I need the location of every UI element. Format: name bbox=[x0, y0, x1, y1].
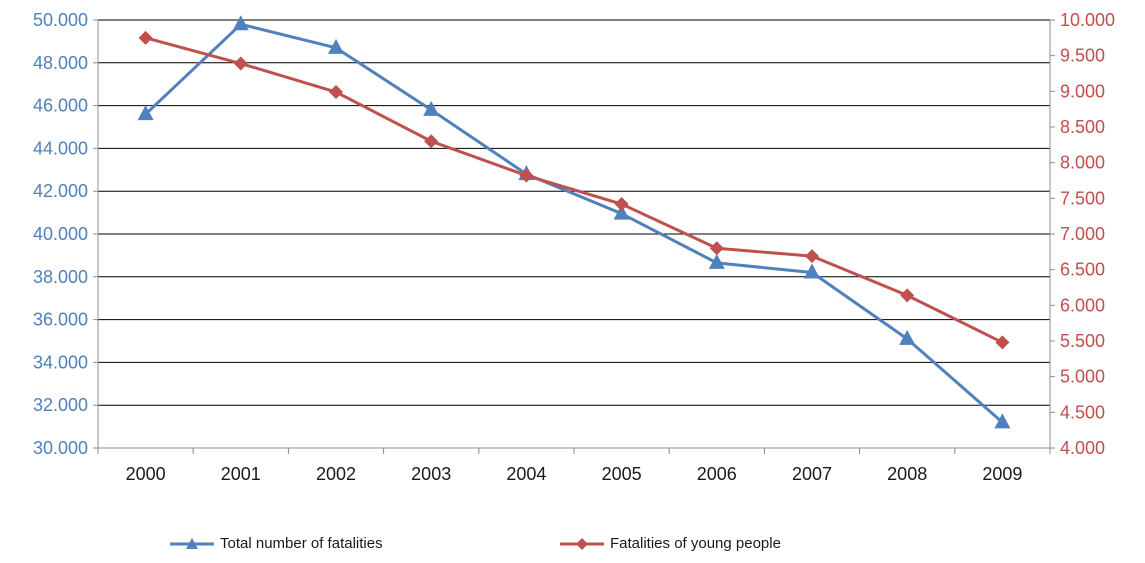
y-right-tick-label: 5.500 bbox=[1060, 331, 1105, 351]
data-point-triangle bbox=[804, 263, 820, 279]
y-right-tick-label: 5.000 bbox=[1060, 367, 1105, 387]
y-left-tick-label: 40.000 bbox=[33, 224, 88, 244]
y-right-tick-label: 6.500 bbox=[1060, 260, 1105, 280]
data-point-diamond bbox=[329, 85, 343, 100]
data-point-diamond bbox=[138, 30, 153, 45]
y-left-tick-label: 34.000 bbox=[33, 352, 88, 372]
data-point-diamond bbox=[424, 134, 439, 149]
y-left-tick-label: 36.000 bbox=[33, 310, 88, 330]
y-right-tick-label: 4.000 bbox=[1060, 438, 1105, 458]
x-tick-label: 2001 bbox=[221, 464, 261, 484]
y-left-tick-label: 42.000 bbox=[33, 181, 88, 201]
x-tick-label: 2009 bbox=[982, 464, 1022, 484]
y-left-tick-label: 38.000 bbox=[33, 267, 88, 287]
data-point-triangle bbox=[137, 105, 154, 121]
x-tick-label: 2003 bbox=[411, 464, 451, 484]
y-right-tick-label: 8.000 bbox=[1060, 153, 1105, 173]
series-line-1 bbox=[144, 22, 1004, 424]
data-point-triangle bbox=[423, 100, 440, 116]
data-point-diamond bbox=[233, 56, 248, 71]
line-chart: 30.000 32.000 34.000 36.000 38.000 40.000 42.0… bbox=[33, 10, 1115, 484]
legend-item-young-fatalities: Fatalities of young people bbox=[560, 535, 781, 552]
data-point-diamond bbox=[709, 241, 724, 256]
x-tick-label: 2006 bbox=[697, 464, 737, 484]
legend-label: Total number of fatalities bbox=[220, 535, 383, 552]
data-point-triangle bbox=[328, 38, 344, 54]
data-point-diamond bbox=[519, 168, 534, 183]
data-point-diamond bbox=[805, 249, 819, 264]
legend-swatch-diamond bbox=[560, 537, 604, 550]
y-right-tick-label: 9.000 bbox=[1060, 81, 1105, 101]
y-left-tick-label: 46.000 bbox=[33, 96, 88, 116]
y-right-tick-label: 9.500 bbox=[1060, 46, 1105, 66]
x-tick-label: 2002 bbox=[316, 464, 356, 484]
series-line-2 bbox=[145, 36, 1004, 344]
legend: Total number of fatalities Fatalities of… bbox=[0, 535, 1145, 563]
legend-item-total-fatalities: Total number of fatalities bbox=[170, 535, 383, 552]
y-left-tick-label: 44.000 bbox=[33, 138, 88, 158]
data-point-triangle bbox=[708, 253, 725, 269]
y-right-tick-label: 8.500 bbox=[1060, 117, 1105, 137]
y-left-tick-label: 32.000 bbox=[33, 395, 88, 415]
x-tick-label: 2000 bbox=[126, 464, 166, 484]
y-right-tick-label: 10.000 bbox=[1060, 10, 1115, 30]
y-right-tick-label: 7.000 bbox=[1060, 224, 1105, 244]
data-point-diamond bbox=[995, 335, 1010, 350]
data-point-triangle bbox=[232, 15, 249, 31]
legend-label: Fatalities of young people bbox=[610, 535, 781, 552]
x-tick-label: 2004 bbox=[506, 464, 546, 484]
y-right-tick-label: 7.500 bbox=[1060, 188, 1105, 208]
y-left-tick-label: 30.000 bbox=[33, 438, 88, 458]
y-left-tick-label: 48.000 bbox=[33, 53, 88, 73]
x-tick-label: 2007 bbox=[792, 464, 832, 484]
x-tick-label: 2008 bbox=[887, 464, 927, 484]
data-point-triangle bbox=[994, 413, 1011, 429]
legend-swatch-triangle bbox=[170, 537, 214, 549]
data-point-triangle bbox=[613, 204, 630, 220]
data-point-diamond bbox=[900, 288, 915, 303]
data-point-diamond bbox=[614, 197, 629, 212]
data-point-triangle bbox=[899, 329, 916, 345]
y-left-tick-label: 50.000 bbox=[33, 10, 88, 30]
y-right-tick-label: 6.000 bbox=[1060, 295, 1105, 315]
y-right-tick-label: 4.500 bbox=[1060, 402, 1105, 422]
x-tick-label: 2005 bbox=[602, 464, 642, 484]
